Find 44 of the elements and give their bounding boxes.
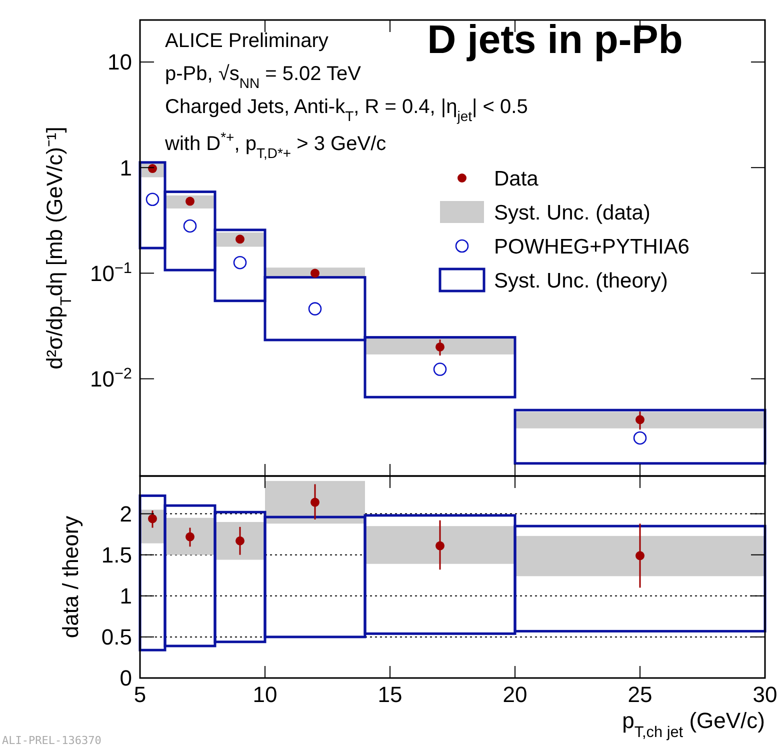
point <box>436 342 444 352</box>
y-tick-label: 1 <box>120 155 132 180</box>
point <box>633 431 647 445</box>
point <box>236 234 244 244</box>
y-tick-label: 0.5 <box>101 624 132 650</box>
y-tick-label: 10$^{−2}$ <box>90 364 132 392</box>
point <box>310 498 320 507</box>
point <box>236 536 244 546</box>
x-tick-label: 15 <box>378 682 402 707</box>
point <box>148 514 157 524</box>
point <box>433 362 447 376</box>
point <box>183 219 197 233</box>
point <box>636 415 644 424</box>
x-tick-label: 10 <box>252 682 278 707</box>
y-tick-label: 1 <box>120 584 132 609</box>
point <box>186 532 194 542</box>
point <box>146 192 160 206</box>
x-tick-label: 25 <box>628 682 652 707</box>
annotation: ALICE Preliminary <box>165 30 328 52</box>
y-axis-title: data / theory <box>58 516 83 638</box>
chart-title: D jets in p-Pb <box>427 18 683 62</box>
x-axis-title: p$_{T,ch jet}$ (GeV/c) <box>622 708 765 740</box>
annotation: Charged Jets, Anti-k$_{T}$, R = 0.4, |η$_{jet}$| < 0.5 <box>165 96 528 124</box>
y-tick-label: 10 <box>108 50 132 75</box>
point <box>233 256 247 270</box>
legend-label: POWHEG+PYTHIA6 <box>494 235 690 258</box>
point <box>310 268 320 278</box>
y-tick-label: 2 <box>120 501 132 526</box>
point <box>636 551 644 560</box>
point <box>436 541 444 550</box>
legend-label: Syst. Unc. (data) <box>494 201 650 224</box>
x-tick-label: 20 <box>502 682 528 707</box>
y-tick-label: 1.5 <box>101 542 132 568</box>
x-tick-label: 30 <box>752 682 778 707</box>
y-tick-label: 10$^{−1}$ <box>90 259 132 286</box>
point <box>308 302 322 316</box>
legend-label: Syst. Unc. (theory) <box>494 269 668 292</box>
y-tick-label: 0 <box>120 666 132 691</box>
point <box>186 196 194 206</box>
legend-label: Data <box>494 167 539 190</box>
text: ALI-PREL-136370 <box>2 734 102 747</box>
x-tick-label: 5 <box>134 682 146 707</box>
annotation: p-Pb, √s$_{NN}$ = 5.02 TeV <box>165 63 362 91</box>
annotation: with D$^{*+}$, p$_{T,D*+}$ > 3 GeV/c <box>164 129 386 161</box>
